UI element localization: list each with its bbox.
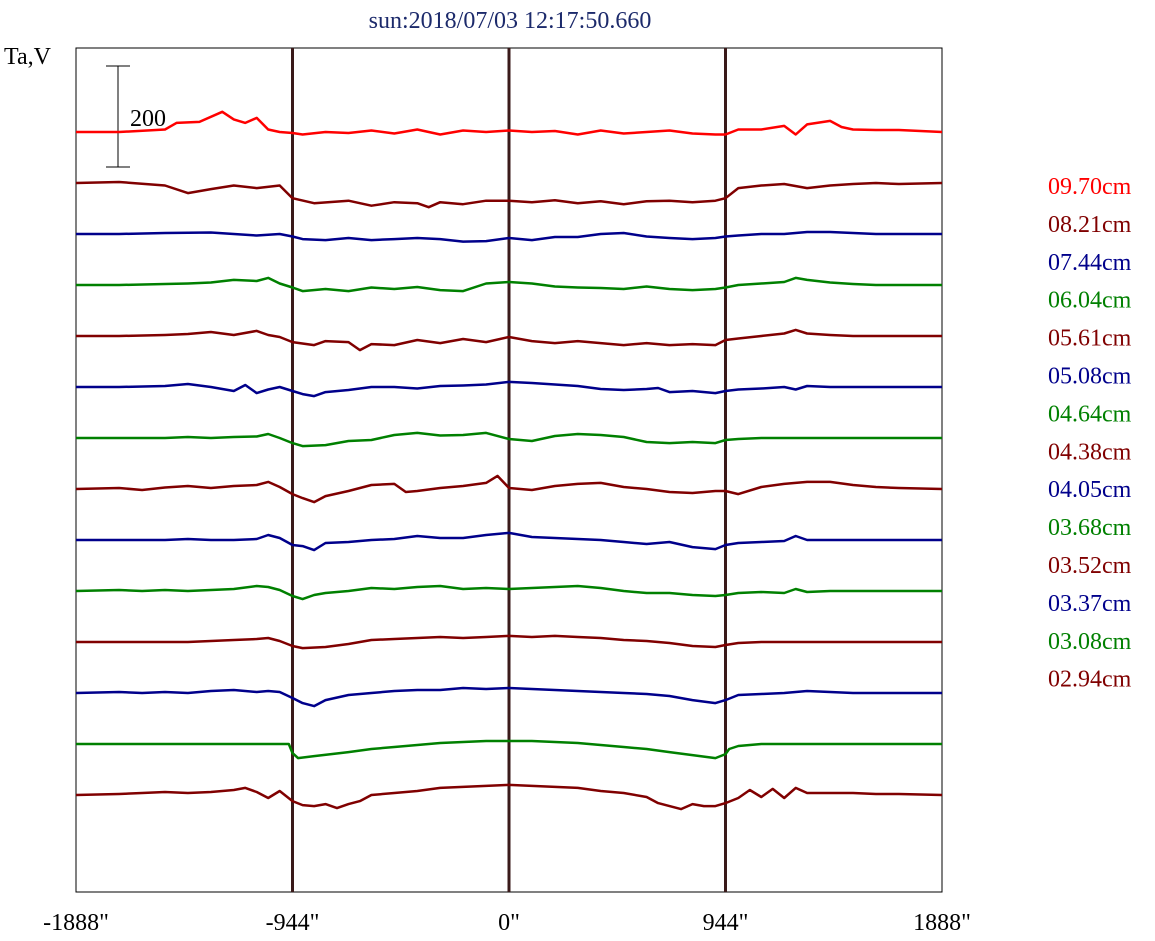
legend-entry-06.04cm: 06.04cm	[1048, 288, 1132, 314]
series-line-03.68cm	[75, 584, 942, 601]
legend-entry-04.05cm: 04.05cm	[1048, 477, 1132, 503]
legend-entry-08.21cm: 08.21cm	[1048, 212, 1132, 238]
legend-entry-02.94cm: 02.94cm	[1048, 667, 1132, 693]
series-line-08.21cm	[75, 180, 943, 209]
series-line-04.64cm	[76, 431, 942, 448]
series-line-02.94cm	[75, 783, 943, 811]
x-tick-labels: -1888" -944" 0" 944" 1888"	[43, 910, 971, 936]
legend-entry-05.61cm: 05.61cm	[1048, 326, 1132, 352]
series-line-05.08cm	[76, 380, 942, 398]
x-tick-label-2: 0"	[498, 910, 520, 936]
series-line-06.04cm	[76, 276, 942, 293]
series-line-05.61cm	[76, 328, 942, 352]
series-line-03.08cm	[76, 739, 942, 760]
legend-entry-07.44cm: 07.44cm	[1048, 250, 1132, 276]
legend-entry-03.37cm: 03.37cm	[1048, 591, 1132, 617]
legend: 09.70cm 08.21cm 07.44cm 06.04cm 05.61cm 05.08…	[1048, 174, 1132, 693]
legend-entry-03.52cm: 03.52cm	[1048, 553, 1132, 579]
x-tick-label-4: 1888"	[913, 910, 971, 936]
legend-entry-04.64cm: 04.64cm	[1048, 401, 1132, 427]
scale-bar: 200	[106, 65, 166, 168]
legend-entry-03.68cm: 03.68cm	[1048, 515, 1132, 541]
x-tick-label-3: 944"	[703, 910, 749, 936]
series-line-04.05cm	[76, 531, 942, 552]
series-line-03.52cm	[76, 634, 942, 650]
x-tick-label-1: -944"	[266, 910, 320, 936]
y-axis-label: Ta,V	[4, 44, 52, 70]
vertical-markers	[291, 48, 727, 892]
series-lines	[75, 110, 943, 811]
legend-entry-04.38cm: 04.38cm	[1048, 439, 1132, 465]
series-line-03.37cm	[75, 686, 942, 708]
legend-entry-05.08cm: 05.08cm	[1048, 364, 1132, 390]
scale-bar-label: 200	[130, 106, 166, 132]
series-line-04.38cm	[75, 474, 943, 504]
series-line-09.70cm	[76, 110, 943, 136]
legend-entry-03.08cm: 03.08cm	[1048, 629, 1132, 655]
chart-title: sun:2018/07/03 12:17:50.660	[369, 8, 652, 34]
x-tick-label-0: -1888"	[43, 910, 109, 936]
legend-entry-09.70cm: 09.70cm	[1048, 174, 1132, 200]
series-line-07.44cm	[76, 230, 942, 243]
